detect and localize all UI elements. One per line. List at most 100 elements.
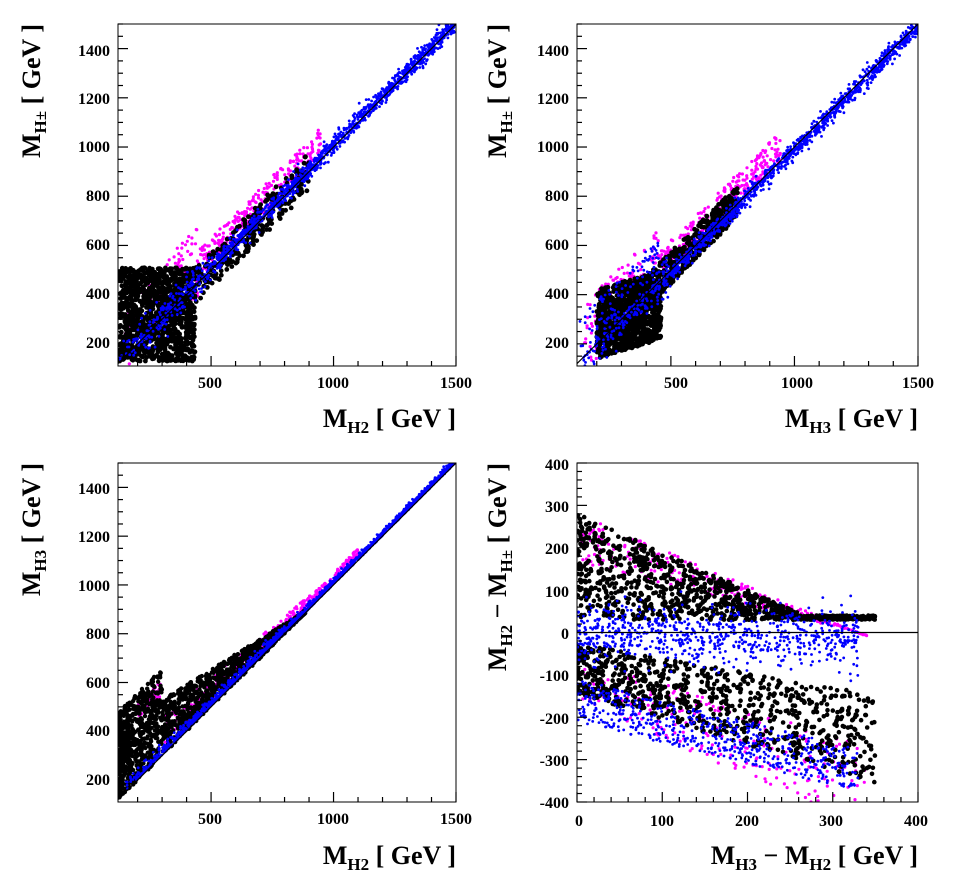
magenta-point [699, 211, 704, 215]
black-point [198, 295, 204, 301]
blue-point [160, 308, 163, 312]
blue-point [178, 307, 182, 310]
black-point [185, 346, 191, 352]
magenta-point [750, 168, 754, 172]
blue-point [352, 115, 356, 119]
blue-point [273, 200, 277, 204]
black-point [174, 265, 179, 271]
black-point [126, 316, 132, 322]
black-point [672, 254, 677, 259]
blue-point [430, 51, 434, 54]
blue-point [446, 36, 450, 40]
blue-point [397, 67, 400, 71]
blue-point [407, 63, 411, 66]
magenta-point [654, 231, 658, 235]
blue-point [207, 256, 211, 259]
y-tick-label-1000: 1000 [78, 139, 110, 156]
blue-point [169, 301, 173, 305]
blue-point [236, 248, 240, 252]
blue-point [285, 189, 289, 192]
blue-point [445, 25, 448, 29]
black-point [260, 229, 265, 235]
blue-point [131, 340, 135, 344]
black-point [266, 220, 272, 226]
blue-point [347, 126, 351, 129]
black-point [154, 330, 160, 336]
black-point [235, 256, 241, 262]
magenta-point [755, 162, 759, 166]
magenta-point [620, 265, 624, 270]
axis-ticks [118, 23, 457, 366]
magenta-point [669, 238, 674, 242]
blue-point [261, 208, 265, 212]
magenta-point [636, 261, 641, 265]
blue-point [385, 86, 389, 89]
blue-point [157, 334, 161, 338]
blue-point [296, 177, 300, 181]
blue-point [332, 135, 336, 139]
blue-point [193, 289, 197, 293]
blue-point [226, 248, 229, 251]
magenta-point [279, 166, 283, 171]
black-point [169, 338, 175, 344]
blue-point [423, 48, 427, 51]
magenta-point [301, 152, 305, 156]
magenta-point [256, 196, 261, 200]
black-point [123, 324, 128, 330]
magenta-point [180, 241, 184, 245]
magenta-point [213, 232, 217, 236]
blue-point [178, 297, 182, 300]
magenta-point [291, 159, 295, 164]
blue-point [401, 70, 405, 73]
black-point [118, 306, 124, 312]
magenta-point [728, 182, 732, 186]
blue-point [391, 89, 395, 92]
blue-point [186, 270, 189, 274]
blue-point [245, 229, 249, 233]
blue-point [144, 345, 148, 349]
blue-point [211, 262, 215, 266]
blue-point [381, 87, 385, 91]
black-point [171, 334, 176, 340]
magenta-point [298, 148, 302, 152]
blue-point [169, 292, 173, 296]
blue-point [343, 137, 347, 140]
black-point [138, 280, 144, 285]
blue-point [212, 260, 216, 264]
blue-point [279, 188, 283, 191]
blue-point [145, 329, 149, 333]
magenta-point [686, 232, 690, 236]
blue-point [418, 62, 422, 66]
magenta-point [664, 252, 668, 256]
black-point [175, 337, 181, 343]
blue-point [209, 262, 213, 266]
blue-point [204, 280, 207, 283]
black-point [188, 355, 194, 361]
blue-point [164, 322, 168, 326]
magenta-point [740, 172, 745, 176]
black-point [150, 349, 155, 355]
black-point [157, 290, 162, 295]
black-point [150, 306, 156, 312]
magenta-point [165, 263, 169, 267]
black-point [141, 275, 147, 280]
black-point [224, 236, 230, 242]
magenta-point [218, 227, 222, 231]
blue-point [185, 280, 189, 284]
blue-point [252, 214, 256, 218]
magenta-point [243, 214, 247, 218]
black-point [162, 296, 167, 302]
black-point [118, 302, 124, 308]
black-point [190, 342, 196, 347]
magenta-point [590, 324, 595, 328]
blue-point [207, 259, 211, 263]
blue-point [403, 79, 407, 83]
black-point [294, 168, 300, 174]
blue-point [269, 214, 273, 218]
black-point [132, 284, 138, 290]
magenta-point [217, 238, 221, 242]
black-point [298, 186, 304, 192]
blue-point [312, 160, 316, 164]
black-point [273, 184, 279, 190]
blue-point [156, 317, 160, 320]
